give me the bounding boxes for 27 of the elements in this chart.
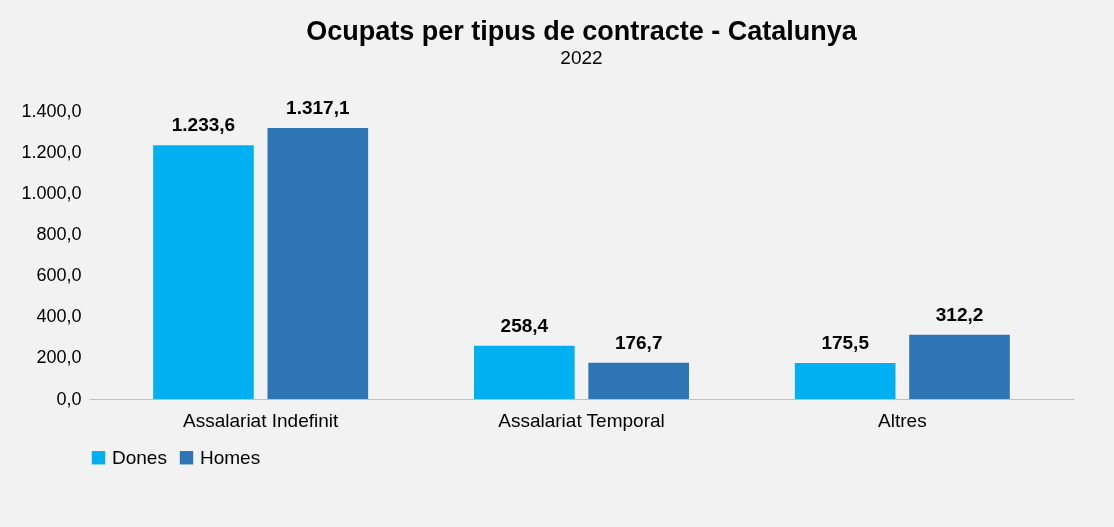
y-tick-label: 1.200,0	[21, 141, 82, 162]
data-label: 312,2	[935, 303, 984, 325]
data-label: 1.233,6	[171, 114, 236, 136]
y-tick-label: 800,0	[36, 223, 82, 244]
y-tick-label: 0,0	[56, 388, 82, 409]
y-tick-label: 1.400,0	[21, 100, 82, 121]
bar	[588, 362, 689, 399]
y-tick-label: 400,0	[36, 306, 82, 327]
y-tick-label: 1.000,0	[21, 182, 82, 203]
data-label: 1.317,1	[286, 97, 350, 119]
x-tick-label: Assalariat Indefinit	[183, 409, 339, 431]
bar	[267, 128, 369, 399]
legend-label: Homes	[200, 446, 261, 468]
data-label: 258,4	[500, 314, 549, 336]
chart-subtitle: 2022	[560, 47, 603, 69]
x-tick-label: Assalariat Temporal	[498, 409, 665, 431]
x-tick-label: Altres	[878, 409, 927, 431]
bar	[474, 345, 575, 399]
bar	[153, 145, 254, 399]
data-label: 175,5	[821, 331, 870, 353]
y-tick-label: 200,0	[36, 347, 82, 368]
legend-label: Dones	[112, 446, 167, 468]
data-label: 176,7	[614, 331, 663, 353]
bar	[909, 334, 1010, 399]
chart-title: Ocupats per tipus de contracte - Catalunya	[306, 16, 858, 47]
y-tick-label: 600,0	[36, 265, 82, 286]
bar	[794, 362, 896, 399]
